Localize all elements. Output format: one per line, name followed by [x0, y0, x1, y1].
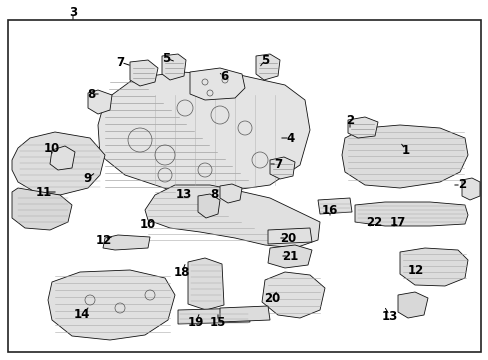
Polygon shape [267, 228, 311, 244]
Text: 5: 5 [260, 54, 268, 67]
Text: 14: 14 [74, 307, 90, 320]
Polygon shape [98, 72, 309, 192]
Polygon shape [269, 157, 294, 179]
Text: 17: 17 [389, 216, 406, 229]
Text: 20: 20 [279, 231, 296, 244]
Polygon shape [220, 306, 269, 322]
Text: 8: 8 [87, 87, 95, 100]
Text: 15: 15 [209, 315, 226, 328]
Polygon shape [190, 68, 244, 100]
Text: 12: 12 [96, 234, 112, 247]
Text: 22: 22 [365, 216, 381, 229]
Polygon shape [178, 308, 249, 324]
Polygon shape [103, 235, 150, 250]
Polygon shape [198, 194, 220, 218]
Polygon shape [461, 178, 479, 200]
Polygon shape [341, 125, 467, 188]
Text: 2: 2 [345, 113, 353, 126]
Text: 16: 16 [321, 203, 338, 216]
Text: 10: 10 [44, 141, 60, 154]
Text: 7: 7 [116, 55, 124, 68]
Text: 2: 2 [457, 179, 465, 192]
Polygon shape [12, 188, 72, 230]
Polygon shape [145, 185, 319, 248]
Text: 8: 8 [209, 188, 218, 201]
Polygon shape [262, 272, 325, 318]
Polygon shape [50, 146, 75, 170]
Polygon shape [399, 248, 467, 286]
Polygon shape [130, 60, 158, 86]
Text: 10: 10 [140, 219, 156, 231]
Polygon shape [267, 245, 311, 268]
Text: 12: 12 [407, 264, 423, 276]
Text: 11: 11 [36, 185, 52, 198]
Text: 9: 9 [84, 171, 92, 184]
Polygon shape [347, 117, 377, 138]
Polygon shape [12, 132, 105, 195]
Text: 1: 1 [401, 144, 409, 157]
Polygon shape [88, 90, 112, 114]
Text: 5: 5 [162, 51, 170, 64]
Polygon shape [354, 202, 467, 226]
Text: 20: 20 [264, 292, 280, 305]
Text: 18: 18 [173, 266, 190, 279]
Text: 13: 13 [381, 310, 397, 323]
Polygon shape [220, 184, 242, 203]
Text: 6: 6 [220, 69, 228, 82]
Polygon shape [162, 54, 185, 80]
Polygon shape [187, 258, 224, 310]
Text: 7: 7 [273, 158, 282, 171]
Polygon shape [317, 198, 351, 214]
Polygon shape [48, 270, 175, 340]
Text: 13: 13 [176, 188, 192, 201]
Text: 19: 19 [187, 315, 204, 328]
Polygon shape [256, 54, 280, 80]
Polygon shape [397, 292, 427, 318]
Text: 21: 21 [281, 249, 298, 262]
Text: 4: 4 [286, 131, 295, 144]
Text: 3: 3 [69, 5, 77, 18]
